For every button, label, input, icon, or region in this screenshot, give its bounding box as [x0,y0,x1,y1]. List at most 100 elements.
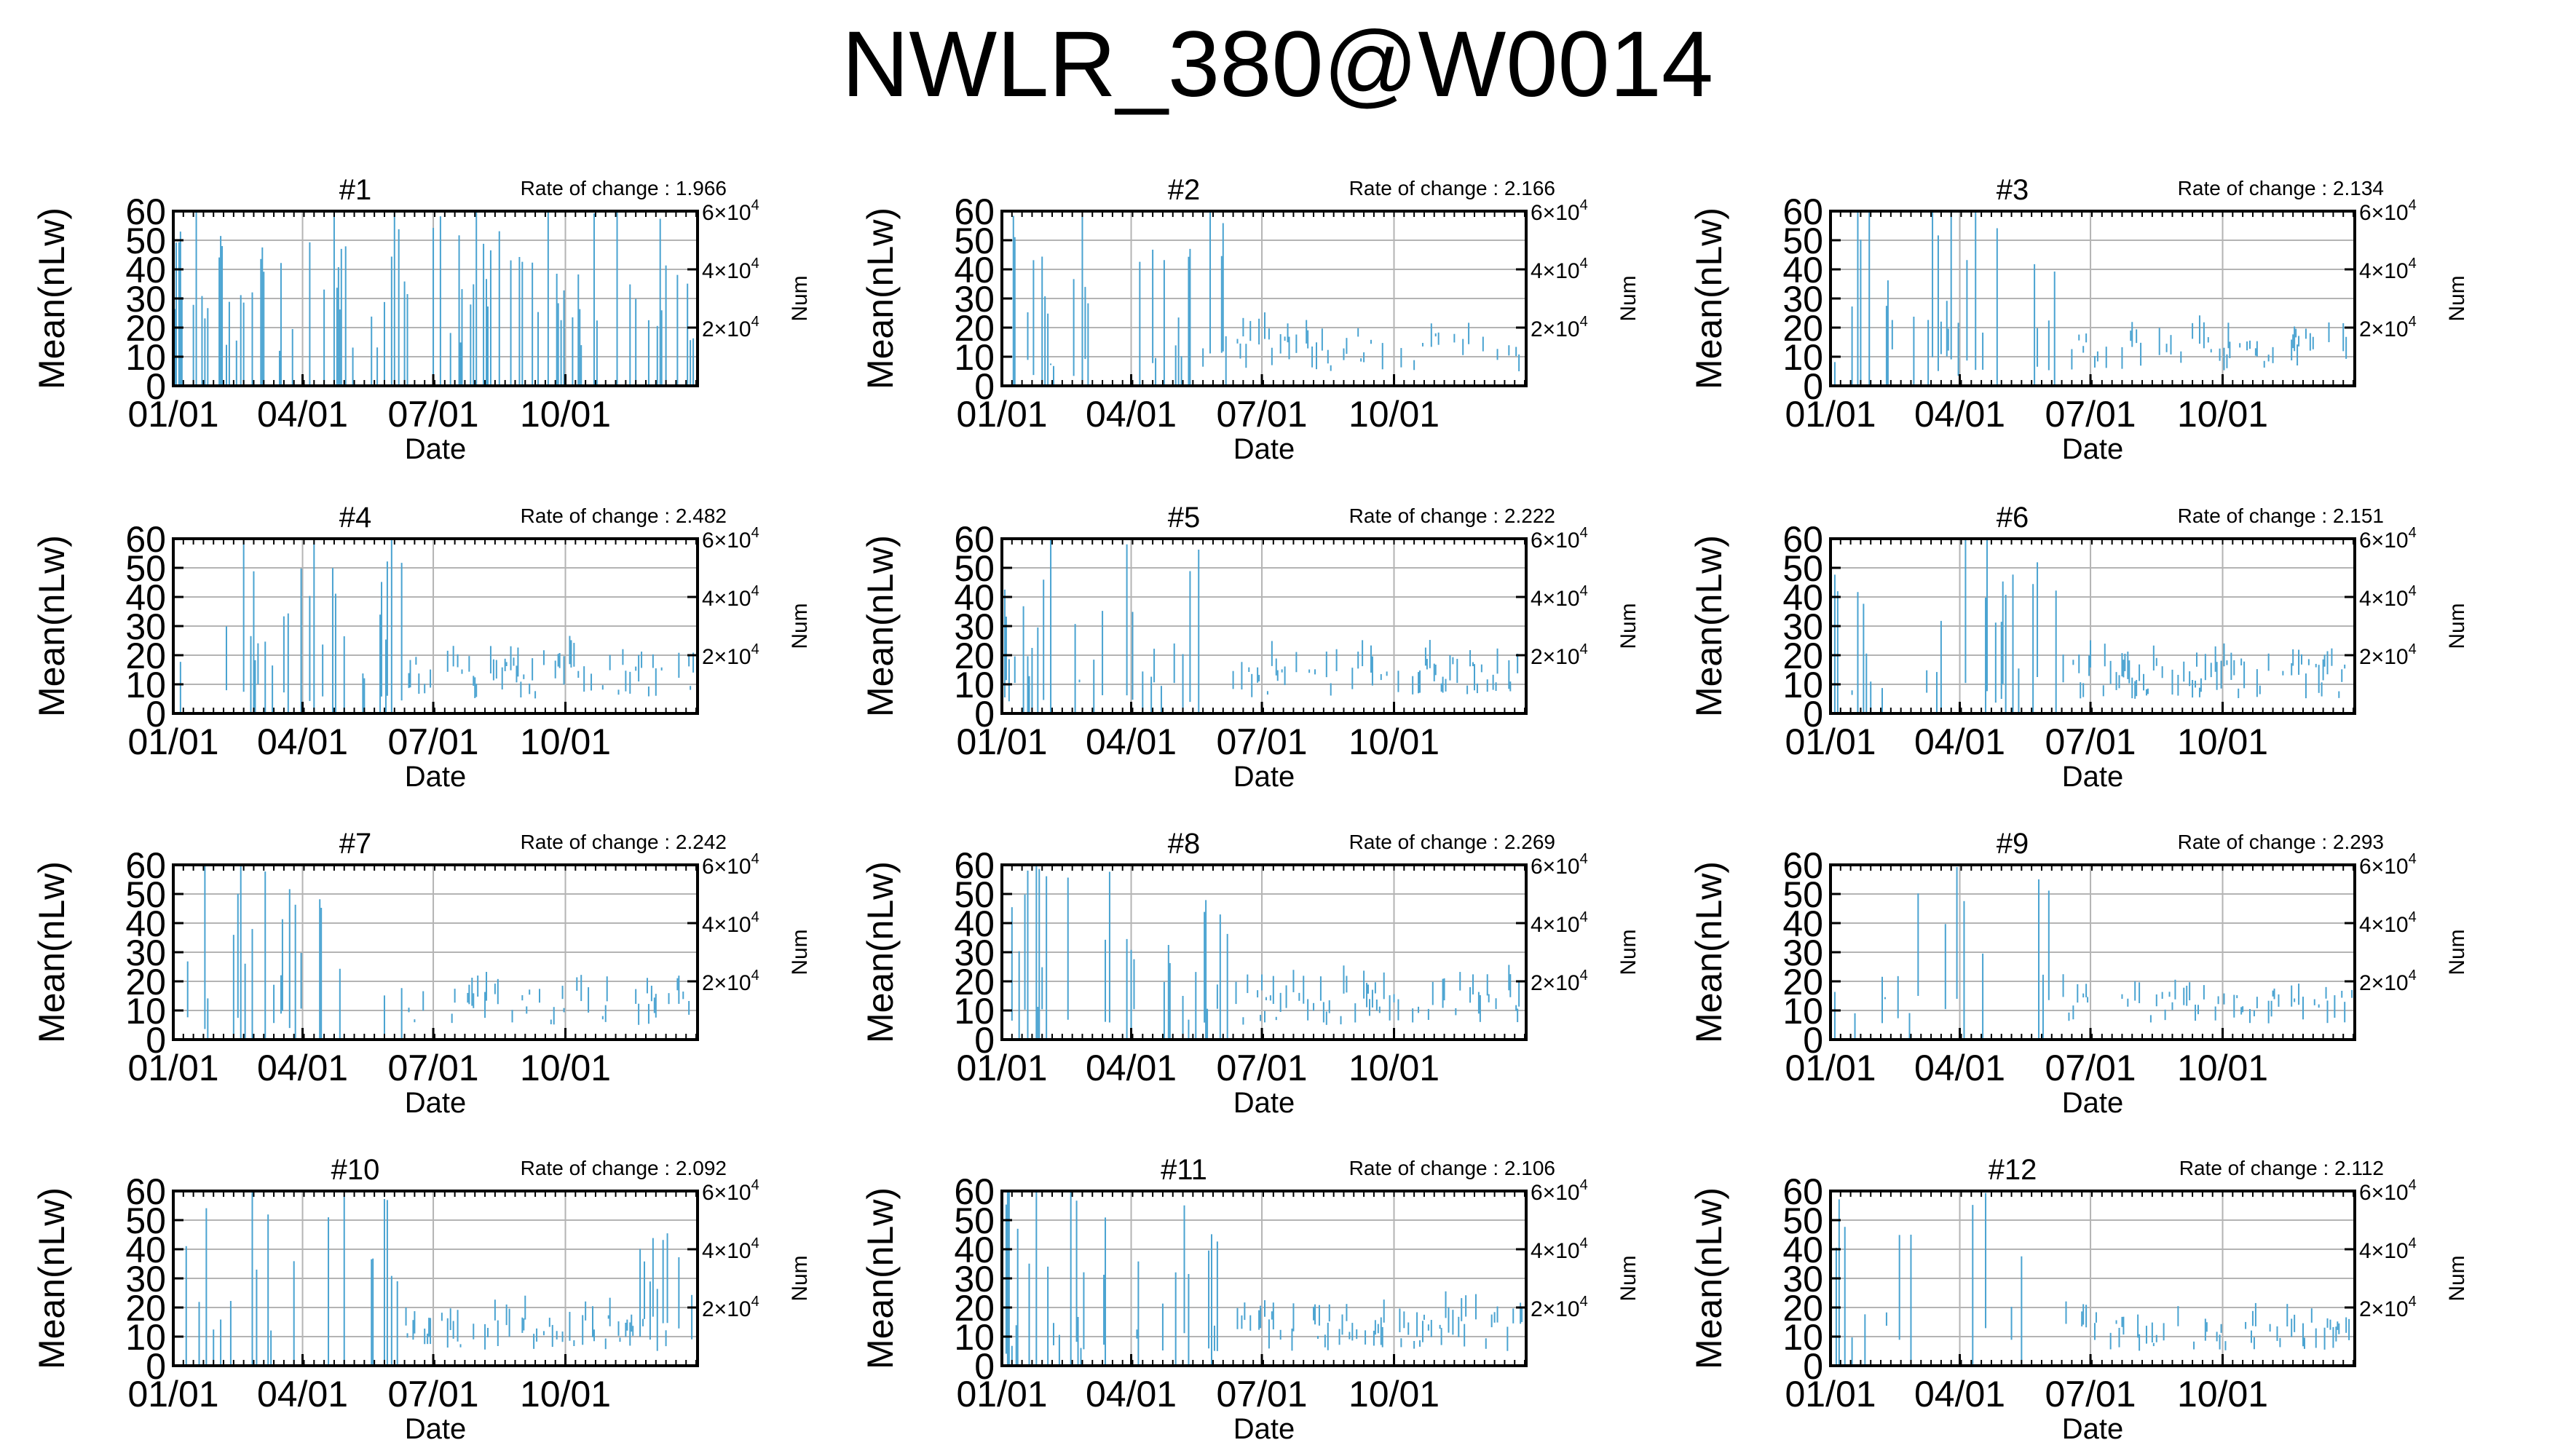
y-tick-label: 50 [1782,221,1823,261]
y2-axis-label: Num [1616,1255,1640,1301]
x-tick-label: 10/01 [2177,1048,2268,1088]
panel-title: #4 [339,502,372,534]
y-tick-label: 40 [954,577,995,618]
x-tick-label: 10/01 [520,1374,611,1415]
y-tick-label: 30 [125,606,166,647]
y2-tick-label: 4×104 [2359,1235,2417,1263]
y-tick-label: 20 [954,1288,995,1329]
x-tick-label: 10/01 [2177,721,2268,762]
y2-tick-label: 6×104 [702,851,759,879]
y2-tick-label: 4×104 [2359,909,2417,937]
x-tick-label: 04/01 [1086,721,1177,762]
y-tick-label: 60 [954,1171,995,1212]
panel-title: #7 [339,828,372,860]
y-tick-label: 60 [1782,1171,1823,1212]
y-tick-label: 50 [125,874,166,915]
rate-of-change: Rate of change : 2.269 [1349,831,1555,853]
y-tick-label: 20 [1782,308,1823,349]
y2-tick-label: 4×104 [2359,256,2417,283]
y2-tick-label: 6×104 [1531,525,1588,553]
y-axis-label: Mean(nLw) [31,207,72,389]
y-axis-label: Mean(nLw) [860,535,901,717]
y2-tick-label: 4×104 [702,583,759,611]
y2-tick-label: 4×104 [702,256,759,283]
x-tick-label: 04/01 [1086,1374,1177,1415]
x-tick-label: 10/01 [1348,1374,1440,1415]
y2-tick-label: 4×104 [1531,256,1588,283]
y-tick-label: 50 [125,1200,166,1241]
y-tick-label: 20 [125,962,166,1002]
y2-tick-label: 4×104 [1531,1235,1588,1263]
x-axis-label: Date [1233,1087,1295,1119]
x-tick-label: 10/01 [2177,394,2268,435]
x-axis-label: Date [1233,761,1295,793]
y-tick-label: 40 [954,903,995,944]
y-tick-label: 20 [125,1288,166,1329]
x-tick-label: 01/01 [956,394,1047,435]
x-tick-label: 04/01 [257,721,348,762]
x-tick-label: 07/01 [1216,1374,1307,1415]
y-tick-label: 10 [954,337,995,378]
y-tick-label: 60 [1782,845,1823,886]
y-tick-label: 10 [954,1317,995,1358]
y-tick-label: 40 [125,1230,166,1270]
y-tick-label: 50 [954,548,995,589]
panel-title: #10 [331,1154,380,1186]
panel-title: #8 [1168,828,1201,860]
y2-tick-label: 6×104 [1531,197,1588,225]
panel-title: #1 [339,174,372,206]
y2-axis-label: Num [1616,929,1640,975]
x-tick-label: 07/01 [387,394,478,435]
x-tick-label: 04/01 [1086,394,1177,435]
x-tick-label: 04/01 [257,1374,348,1415]
x-tick-label: 10/01 [1348,721,1440,762]
y-tick-label: 20 [954,962,995,1002]
y-tick-label: 10 [1782,665,1823,705]
panel-title: #3 [1997,174,2029,206]
rate-of-change: Rate of change : 2.222 [1349,505,1555,527]
y-axis-label: Mean(nLw) [31,861,72,1043]
y2-tick-label: 2×104 [2359,1294,2417,1321]
y-tick-label: 30 [954,279,995,320]
y-tick-label: 0 [1803,1020,1823,1061]
y-tick-label: 0 [146,1020,166,1061]
x-axis-label: Date [405,433,467,465]
x-tick-label: 04/01 [1914,1374,2005,1415]
y-tick-label: 0 [1803,694,1823,735]
y2-tick-label: 4×104 [702,909,759,937]
x-tick-label: 04/01 [1914,721,2005,762]
y-tick-label: 60 [1782,191,1823,232]
x-axis-label: Date [1233,1413,1295,1445]
y2-axis-label: Num [1616,275,1640,321]
x-tick-label: 01/01 [956,1374,1047,1415]
rate-of-change: Rate of change : 2.134 [2178,177,2384,199]
x-tick-label: 10/01 [520,721,611,762]
y2-tick-label: 4×104 [702,1235,759,1263]
x-tick-label: 10/01 [520,1048,611,1088]
y2-tick-label: 6×104 [2359,1177,2417,1205]
y2-tick-label: 6×104 [702,525,759,553]
y-tick-label: 10 [125,991,166,1032]
y2-tick-label: 6×104 [2359,197,2417,225]
y2-tick-label: 6×104 [2359,851,2417,879]
y-axis-label: Mean(nLw) [860,207,901,389]
y-tick-label: 30 [954,606,995,647]
x-tick-label: 07/01 [2045,1048,2136,1088]
x-tick-label: 07/01 [2045,394,2136,435]
y2-tick-label: 6×104 [1531,851,1588,879]
y-tick-label: 50 [954,1200,995,1241]
x-tick-label: 01/01 [1785,1048,1876,1088]
panel-title: #2 [1168,174,1201,206]
y-tick-label: 60 [954,519,995,560]
y-tick-label: 50 [1782,874,1823,915]
y-tick-label: 40 [125,577,166,618]
y-tick-label: 40 [1782,1230,1823,1270]
y2-tick-label: 4×104 [2359,583,2417,611]
x-tick-label: 04/01 [1914,394,2005,435]
